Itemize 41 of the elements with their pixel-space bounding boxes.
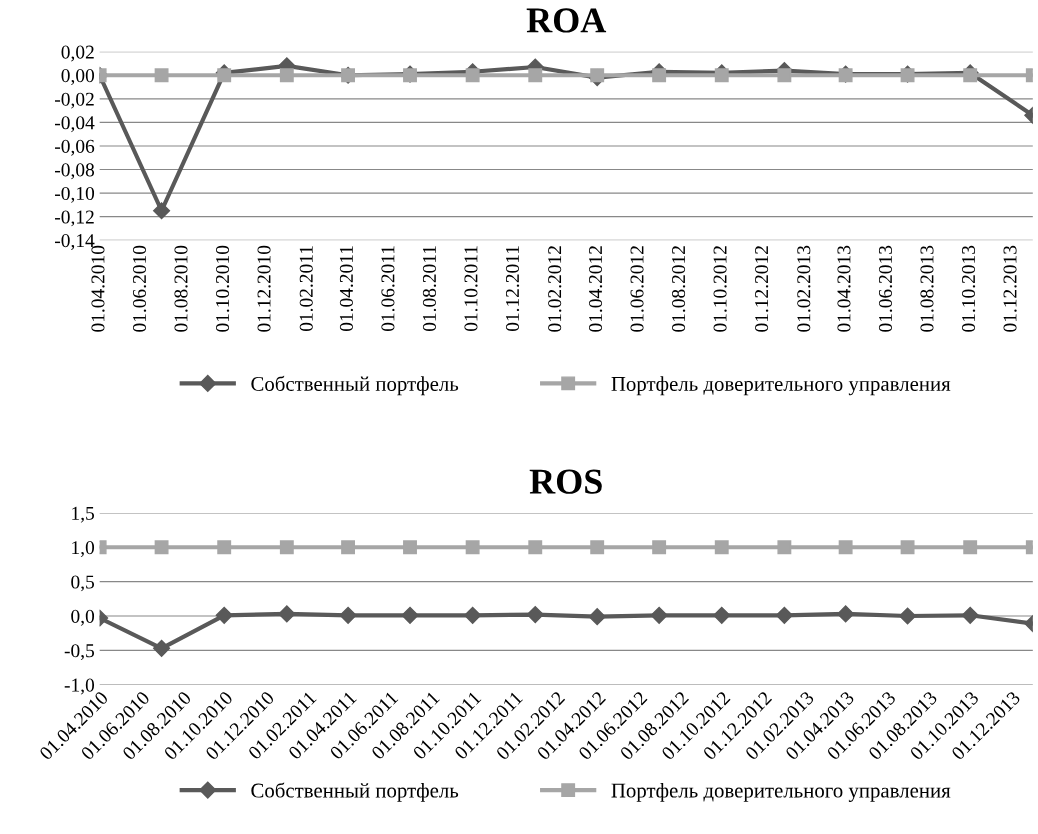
legend-label: Портфель доверительного управления	[611, 782, 951, 802]
y-tick-label: -0,04	[55, 116, 95, 133]
x-tick-label: 01.02.2013	[797, 245, 811, 332]
y-tick-label: 0,0	[71, 609, 95, 626]
x-tick-label: 01.06.2012	[630, 246, 644, 332]
x-tick-label: 01.10.2012	[713, 246, 727, 332]
x-tick-label: 01.10.2011	[464, 246, 478, 332]
y-tick-label: -0,08	[55, 163, 95, 180]
x-tick-label: 01.12.2010	[257, 245, 271, 332]
y-tick-label: -0,06	[55, 139, 95, 156]
x-tick-label: 01.04.2011	[339, 246, 354, 332]
y-tick-label: 0,02	[61, 45, 94, 62]
y-tick-label: -0,12	[55, 210, 94, 227]
chart-title: ROS	[529, 469, 602, 494]
x-tick-label: 01.12.2011	[505, 246, 520, 332]
x-tick-label: 01.08.2012	[671, 246, 686, 332]
y-tick-label: -0,02	[55, 92, 94, 109]
x-tick-label: 01.02.2011	[299, 246, 313, 332]
y-tick-label: 0,00	[61, 69, 95, 85]
x-tick-label: 01.08.2010	[174, 245, 188, 332]
y-tick-label: 1,0	[72, 541, 95, 558]
y-tick-label: -0,5	[64, 644, 95, 661]
legend-label: Собственный портфель	[251, 782, 459, 802]
x-tick-label: 01.12.2013	[1003, 245, 1017, 332]
x-tick-label: 01.06.2013	[878, 245, 893, 332]
x-tick-label: 01.10.2013	[961, 245, 976, 332]
chart-title: ROA	[526, 8, 607, 33]
y-tick-label: -0,10	[55, 186, 95, 203]
x-tick-label: 01.08.2011	[422, 246, 437, 332]
legend-label: Собственный портфель	[251, 375, 459, 396]
x-tick-label: 01.04.2012	[588, 246, 603, 332]
x-tick-label: 01.06.2010	[132, 245, 147, 332]
x-tick-label: 01.12.2012	[755, 246, 769, 332]
legend-label: Портфель доверительного управления	[611, 376, 951, 396]
x-tick-label: 01.02.2012	[548, 246, 562, 332]
y-tick-label: 1,5	[72, 506, 95, 523]
x-tick-label: 01.10.2010	[215, 245, 230, 332]
x-tick-label: 01.08.2013	[920, 245, 934, 332]
x-tick-label: 01.06.2011	[381, 246, 395, 332]
x-tick-label: 01.04.2013	[837, 245, 851, 332]
y-tick-label: 0,5	[71, 575, 95, 592]
